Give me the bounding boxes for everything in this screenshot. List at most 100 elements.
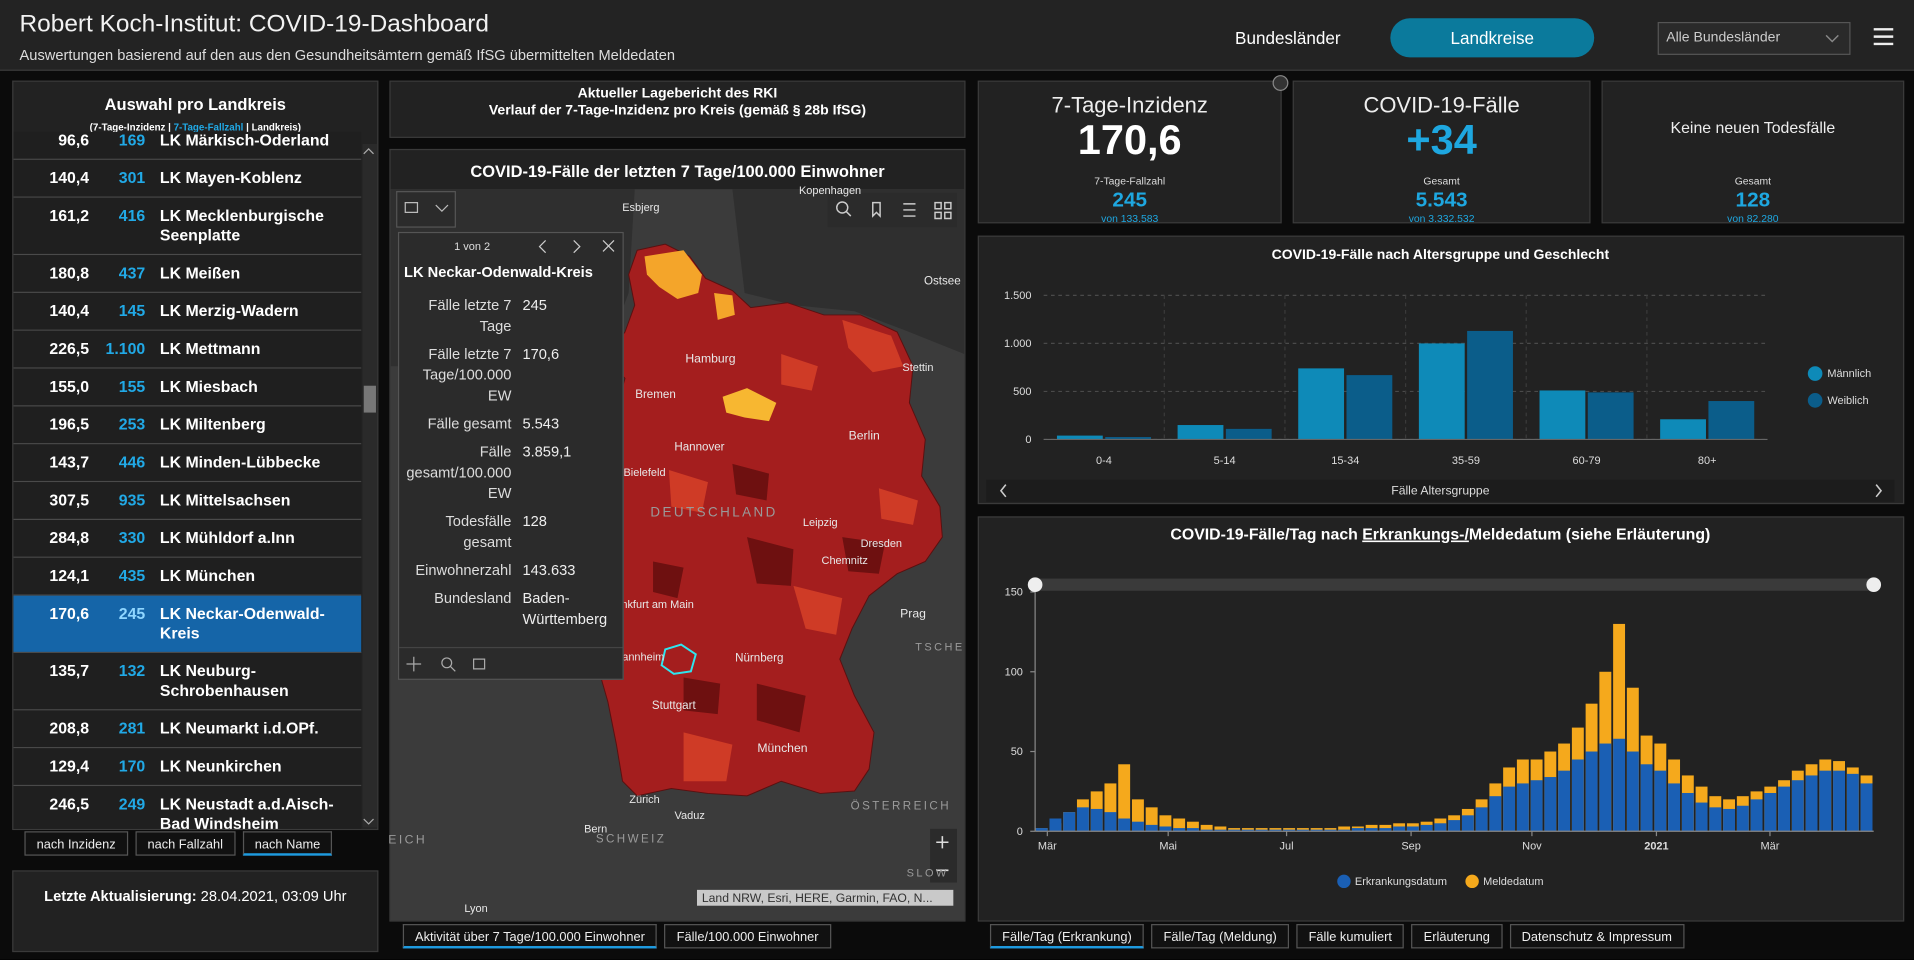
district-name: LK Neuburg-Schrobenhausen [159,661,289,700]
kpi-sub-value: 245 [1112,187,1148,212]
district-row[interactable]: 140,4 145 LK Merzig-Wadern [13,292,362,331]
tab[interactable]: Fälle/Tag (Meldung) [1151,924,1290,949]
district-row[interactable]: 135,7 132 LK Neuburg-Schrobenhausen [13,653,362,711]
kpi-sub-total: von 133.583 [1101,212,1159,225]
nav-button[interactable]: Landkreise [1390,18,1595,58]
field-label: Fälle letzte 7 Tage/100.000 EW [422,345,512,405]
field-value: 5.543 [522,415,560,433]
case-count: 253 [118,415,146,434]
district-row[interactable]: 246,5 249 LK Neustadt a.d.Aisch-Bad Windsh… [13,786,362,829]
kpi-value: 170,6 [1077,117,1182,164]
field-label: Fälle letzte 7 Tage [428,296,512,335]
case-count: 1.100 [105,339,146,358]
field-value: 128 [522,512,547,530]
tab[interactable]: Fälle kumuliert [1296,924,1405,949]
kpi-title: 7-Tage-Inzidenz [1051,92,1208,118]
age-chart-panel [977,235,1905,505]
chart-tabs: Fälle/Tag (Erkrankung) Fälle/Tag (Meldung… [989,924,1685,949]
kpi-sub-value: 5.543 [1415,187,1468,212]
district-row[interactable]: 129,4 170 LK Neunkirchen [13,748,362,787]
kpi-card: COVID-19-Fälle +34 Gesamt 5.543 von 3.332.53… [1292,80,1591,225]
district-name: LK Mittelsachsen [159,490,291,510]
popup-field: Bundesland Baden-Württemberg [404,588,620,630]
popup-controls[interactable] [536,239,617,254]
district-name: LK Meißen [159,263,241,282]
update-value: 28.04.2021, 03:09 Uhr [200,887,347,905]
legend-part: 7-Tage-Fallzahl [173,122,244,134]
tab[interactable]: nach Fallzahl [135,831,236,856]
district-name: LK Neumarkt i.d.OPf. [159,718,319,738]
scrollbar[interactable] [362,144,378,828]
scroll-thumb[interactable] [363,385,376,413]
tab[interactable]: Fälle/Tag (Erkrankung) [989,924,1145,949]
kpi-value: +34 [1406,117,1477,164]
sort-tabs: nach Inzidenz nach Fallzahl nach Name [24,831,333,856]
incidence: 96,6 [58,131,90,149]
field-value: Baden-Württemberg [522,589,608,628]
district-row[interactable]: 96,6 169 LK Märkisch-Oderland [13,131,362,160]
incidence: 155,0 [49,377,90,396]
app-subtitle: Auswertungen basierend auf den aus den G… [19,46,676,64]
dropdown-label: Alle Bundesländer [1666,30,1781,46]
district-row[interactable]: 124,1 435 LK München [13,557,362,596]
popup-field: Fälle gesamt 5.543 [404,414,620,435]
nav-button[interactable]: Bundesländer [1235,28,1341,48]
dropdown-caret [1825,34,1839,43]
update-label: Letzte Aktualisierung: [44,887,197,905]
incidence: 180,8 [49,263,90,282]
case-count: 416 [118,206,146,225]
incidence: 284,8 [49,528,90,547]
case-count: 170 [118,756,146,776]
incidence: 196,5 [49,415,90,434]
popup-field: Einwohnerzahl 143.633 [404,560,620,581]
district-row[interactable]: 161,2 416 LK Mecklenburgische Seenplatte [13,197,362,256]
kpi-sub-label: Gesamt [1734,174,1772,187]
case-count: 437 [118,263,146,282]
incidence: 143,7 [49,452,90,472]
field-value: 143.633 [522,561,576,579]
district-name: LK Märkisch-Oderland [159,131,330,149]
popup-tools[interactable] [406,655,491,672]
report-line[interactable]: Aktueller Lagebericht des RKI [577,86,778,102]
field-value: 170,6 [522,345,560,363]
tab[interactable]: Aktivität über 7 Tage/100.000 Einwohner [402,924,658,949]
report-line[interactable]: Verlauf der 7-Tage-Inzidenz pro Kreis (g… [488,103,867,119]
menu-button[interactable] [1872,27,1894,47]
region-dropdown[interactable]: Alle Bundesländer [1657,21,1851,55]
case-count: 301 [118,168,146,187]
case-count: 132 [118,661,146,680]
case-count: 155 [118,377,146,396]
tab[interactable]: Fälle/100.000 Einwohner [664,924,831,949]
field-label: Todesfälle gesamt [445,512,512,551]
district-row[interactable]: 180,8 437 LK Meißen [13,255,362,293]
tab[interactable]: nach Inzidenz [24,831,128,856]
kpi-title: Keine neuen Todesfälle [1670,118,1836,137]
incidence: 226,5 [49,339,90,358]
update-text: Letzte Aktualisierung: 28.04.2021, 03:09… [13,887,377,904]
tab[interactable]: nach Name [242,831,333,856]
district-row[interactable]: 226,5 1.100 LK Mettmann [13,330,362,369]
case-count: 169 [118,131,146,149]
district-row[interactable]: 140,4 301 LK Mayen-Koblenz [13,159,362,198]
map-popup: 1 von 2 LK Neckar-Odenwald-Kreis Fälle l… [397,231,624,680]
popup-title: LK Neckar-Odenwald-Kreis [404,263,593,281]
district-name: LK Minden-Lübbecke [159,452,321,472]
district-row[interactable]: 155,0 155 LK Miesbach [13,368,362,407]
district-row[interactable]: 170,6 245 LK Neckar-Odenwald-Kreis [13,595,362,654]
tab[interactable]: Erläuterung [1411,924,1503,949]
tab[interactable]: Datenschutz & Impressum [1509,924,1685,949]
incidence: 307,5 [49,490,90,510]
panel-title: Auswahl pro Landkreis [104,95,286,114]
district-row[interactable]: 196,5 253 LK Miltenberg [13,406,362,445]
district-row[interactable]: 143,7 446 LK Minden-Lübbecke [13,444,362,483]
district-row[interactable]: 208,8 281 LK Neumarkt i.d.OPf. [13,710,362,749]
popup-fields: Fälle letzte 7 Tage 245 Fälle letzte 7 Tag… [404,295,620,637]
case-count: 249 [118,794,146,813]
case-count: 435 [118,566,146,585]
district-row[interactable]: 284,8 330 LK Mühldorf a.Inn [13,520,362,558]
field-label: Fälle gesamt [427,415,512,433]
kpi-sub-label: 7-Tage-Fallzahl [1094,174,1166,187]
district-row[interactable]: 307,5 935 LK Mittelsachsen [13,482,362,521]
kpi-sub-total: von 3.332.532 [1408,212,1475,225]
